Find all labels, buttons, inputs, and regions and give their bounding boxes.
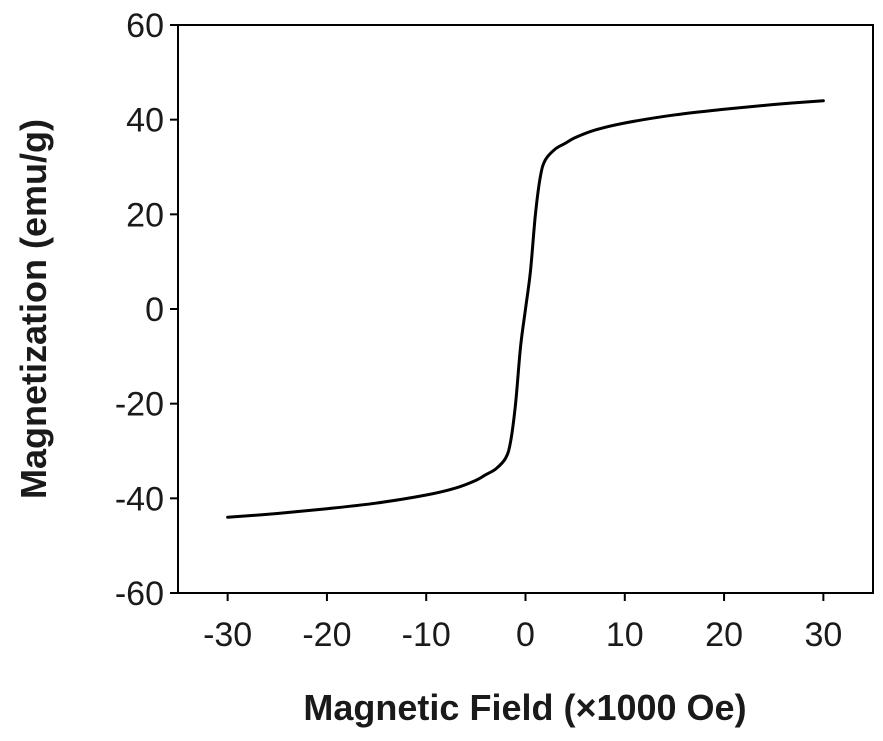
y-axis-title: Magnetization (emu/g) (13, 119, 54, 499)
y-tick-label: 20 (126, 196, 164, 234)
x-tick-label: 10 (606, 616, 644, 654)
magnetization-curve (226, 99, 825, 519)
x-tick-label: -10 (402, 616, 451, 654)
y-tick-label: -60 (115, 575, 164, 613)
x-axis-ticks: -30 -20 -10 0 10 20 30 (203, 593, 842, 654)
x-tick-label: -30 (203, 616, 252, 654)
x-axis-title: Magnetic Field (×1000 Oe) (303, 687, 746, 728)
y-tick-label: 60 (126, 7, 164, 45)
y-tick-label: 40 (126, 102, 164, 140)
x-tick-label: 0 (516, 616, 535, 654)
x-tick-label: -20 (302, 616, 351, 654)
x-tick-label: 20 (705, 616, 743, 654)
x-tick-label: 30 (804, 616, 842, 654)
y-axis-ticks: -60 -40 -20 0 20 40 60 (115, 7, 178, 613)
y-tick-label: -40 (115, 480, 164, 518)
y-tick-label: 0 (145, 291, 164, 329)
y-tick-label: -20 (115, 386, 164, 424)
